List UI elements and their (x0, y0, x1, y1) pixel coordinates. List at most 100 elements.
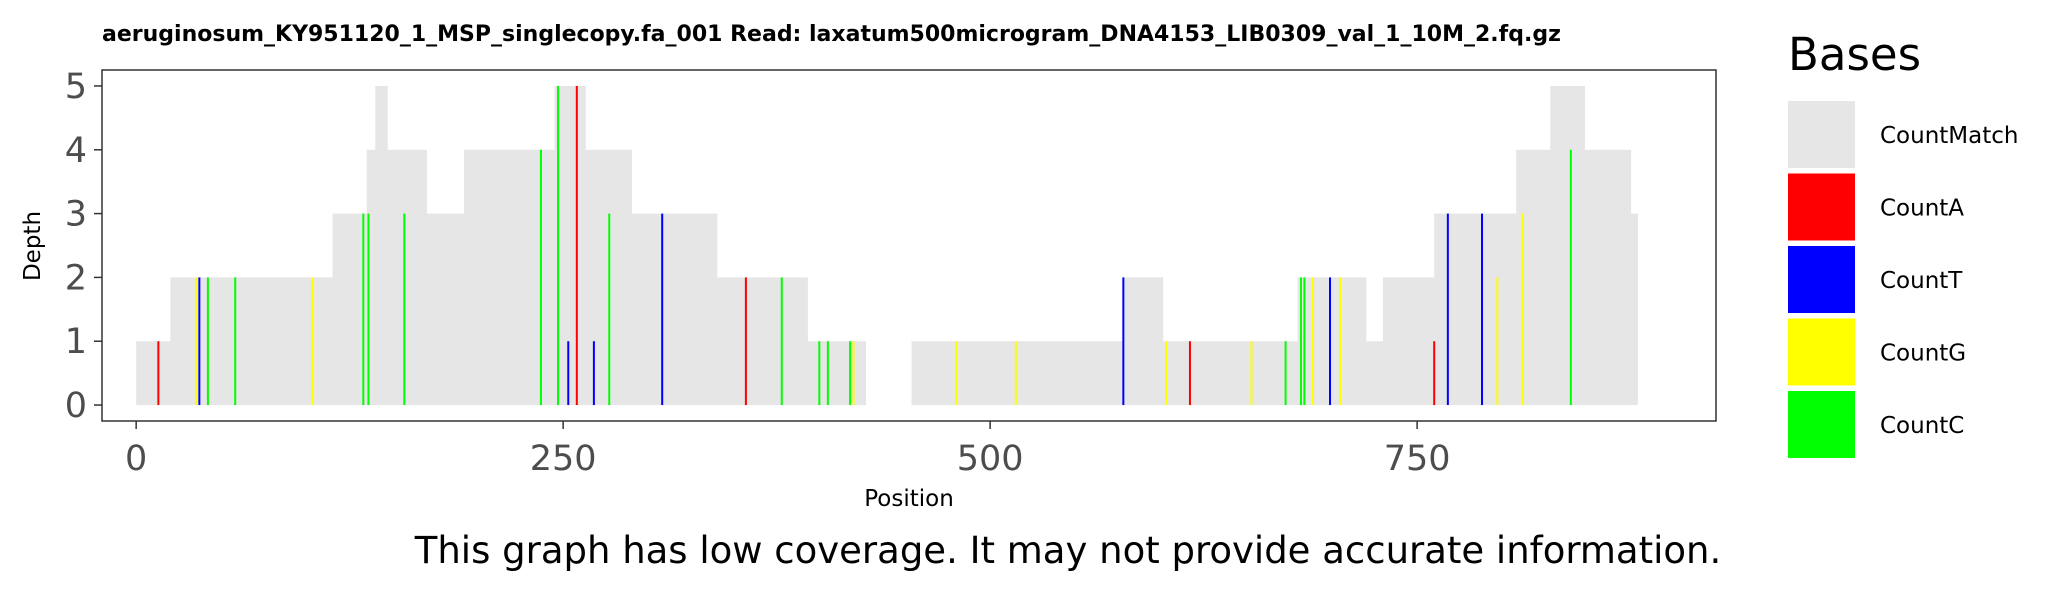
coverage-bar (1382, 277, 1435, 406)
plot-frame (101, 69, 1717, 422)
y-axis: 0 1 2 3 4 5 (65, 67, 102, 426)
y-axis-label: Depth (20, 211, 46, 281)
mismatch-C-bar (1303, 277, 1306, 406)
coverage-bar (204, 277, 334, 406)
coverage-bar (375, 85, 388, 406)
legend-label-a: CountA (1880, 196, 1964, 222)
coverage-bar (610, 149, 632, 406)
low-coverage-note: This graph has low coverage. It may not … (414, 529, 1722, 572)
legend-title: Bases (1788, 28, 1921, 81)
mismatch-G-bar (1165, 341, 1168, 406)
mismatch-C-bar (403, 213, 406, 406)
coverage-bar (1434, 213, 1452, 406)
mismatch-C-bar (557, 85, 560, 406)
y-tick-label: 0 (65, 386, 87, 426)
coverage-bar (1630, 213, 1638, 406)
mismatch-C-bar (206, 277, 209, 406)
x-tick-label: 750 (1384, 439, 1451, 479)
coverage-bar (716, 277, 808, 406)
x-tick-label: 0 (125, 439, 147, 479)
mismatch-G-bar (1250, 341, 1253, 406)
mismatch-T-bar (198, 277, 201, 406)
mismatch-G-bar (954, 341, 957, 406)
coverage-bar (332, 213, 368, 406)
legend-swatch-match (1788, 101, 1855, 168)
coverage-bar (1516, 149, 1551, 406)
coverage-bar (1162, 341, 1299, 406)
y-tick-label: 5 (65, 67, 87, 107)
mismatch-T-bar (1446, 213, 1449, 406)
mismatch-A-bar (575, 85, 578, 406)
mismatch-C-bar (362, 213, 365, 406)
coverage-bar (554, 85, 586, 406)
mismatch-G-bar (1522, 213, 1525, 406)
mismatch-G-bar (194, 277, 197, 406)
mismatch-T-bar (592, 341, 595, 406)
coverage-bar (1502, 213, 1517, 406)
mismatch-A-bar (157, 341, 160, 406)
coverage-layer (136, 85, 1638, 406)
mismatch-A-bar (1188, 341, 1191, 406)
y-tick-label: 1 (65, 322, 87, 362)
legend-swatch-a (1788, 173, 1855, 241)
coverage-bar (911, 341, 1124, 406)
mismatch-T-bar (1329, 277, 1332, 406)
coverage-bar (366, 149, 376, 406)
coverage-bar (585, 149, 612, 406)
coverage-bar (426, 213, 465, 406)
mismatch-T-bar (661, 213, 664, 406)
mismatch-T-bar (1122, 277, 1125, 406)
legend-label-match: CountMatch (1880, 123, 2018, 149)
legend: Bases CountMatch CountA CountT CountG CountC (1788, 28, 2018, 458)
mismatch-C-bar (826, 341, 829, 406)
coverage-bar (136, 341, 171, 406)
mismatch-G-bar (1496, 277, 1499, 406)
x-tick-label: 500 (957, 439, 1024, 479)
y-tick-label: 3 (65, 195, 87, 235)
x-axis: 0 250 500 750 (125, 421, 1451, 479)
mismatch-G-bar (852, 341, 855, 406)
legend-label-g: CountG (1880, 341, 1966, 367)
mismatch-G-bar (1339, 277, 1342, 406)
mismatch-C-bar (234, 277, 237, 406)
mismatch-C-bar (780, 277, 783, 406)
legend-label-c: CountC (1880, 413, 1964, 439)
mismatch-C-bar (608, 213, 611, 406)
mismatch-C-bar (539, 149, 542, 406)
mismatch-C-bar (1299, 277, 1302, 406)
mismatch-G-bar (311, 277, 314, 406)
coverage-bar (1318, 277, 1367, 406)
coverage-bar (1365, 341, 1384, 406)
mismatch-G-bar (1311, 277, 1314, 406)
coverage-bar (464, 149, 556, 406)
coverage-bar (807, 341, 866, 406)
mismatch-layer (157, 85, 1572, 406)
mismatch-A-bar (1433, 341, 1436, 406)
plot-area (101, 69, 1717, 422)
chart-title: aeruginosum_KY951120_1_MSP_singlecopy.fa… (102, 22, 1561, 47)
coverage-bar (1451, 213, 1504, 406)
legend-swatch-g (1788, 318, 1855, 386)
mismatch-C-bar (367, 213, 370, 406)
y-tick-label: 2 (65, 258, 87, 298)
coverage-bar (387, 149, 428, 406)
legend-swatch-c (1788, 391, 1855, 458)
coverage-bar (1123, 277, 1164, 406)
mismatch-C-bar (1284, 341, 1287, 406)
coverage-bar (1584, 149, 1632, 406)
mismatch-C-bar (849, 341, 852, 406)
y-tick-label: 4 (65, 131, 87, 171)
mismatch-A-bar (744, 277, 747, 406)
x-tick-label: 250 (530, 439, 597, 479)
x-axis-label: Position (864, 486, 954, 512)
legend-label-t: CountT (1880, 268, 1963, 294)
mismatch-G-bar (1014, 341, 1017, 406)
mismatch-T-bar (1481, 213, 1484, 406)
coverage-bar (1550, 85, 1585, 406)
legend-swatch-t (1788, 246, 1855, 313)
mismatch-C-bar (1569, 149, 1572, 406)
mismatch-T-bar (567, 341, 570, 406)
mismatch-C-bar (818, 341, 821, 406)
coverage-bar (631, 213, 718, 406)
